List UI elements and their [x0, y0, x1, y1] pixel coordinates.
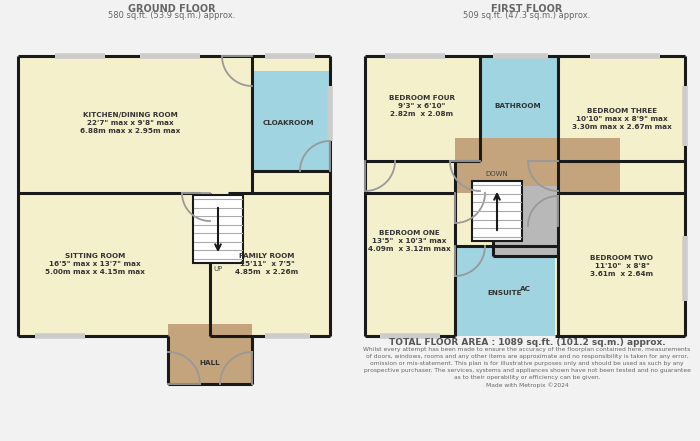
Bar	[365, 56, 480, 161]
Text: BEDROOM THREE
10'10" max x 8'9" max
3.30m max x 2.67m max: BEDROOM THREE 10'10" max x 8'9" max 3.30…	[572, 108, 672, 130]
Text: BATHROOM: BATHROOM	[495, 103, 541, 109]
Bar	[168, 324, 252, 384]
Bar	[18, 193, 210, 336]
Text: BEDROOM TWO
11'10"  x 8'8"
3.61m  x 2.64m: BEDROOM TWO 11'10" x 8'8" 3.61m x 2.64m	[590, 255, 654, 277]
Bar	[493, 186, 558, 256]
Bar	[18, 56, 330, 193]
Bar	[472, 181, 522, 241]
Bar	[210, 193, 330, 336]
Text: 509 sq.ft. (47.3 sq.m.) approx.: 509 sq.ft. (47.3 sq.m.) approx.	[463, 11, 591, 20]
Text: TOTAL FLOOR AREA : 1089 sq.ft. (101.2 sq.m.) approx.: TOTAL FLOOR AREA : 1089 sq.ft. (101.2 sq…	[389, 338, 665, 347]
Text: AC: AC	[519, 286, 531, 292]
Text: HALL: HALL	[199, 360, 220, 366]
Bar	[455, 138, 620, 193]
Text: SITTING ROOM
16'5" max x 13'7" max
5.00m max x 4.15m max: SITTING ROOM 16'5" max x 13'7" max 5.00m…	[45, 253, 145, 275]
Text: ENSUITE: ENSUITE	[488, 290, 522, 296]
Text: 580 sq.ft. (53.9 sq.m.) approx.: 580 sq.ft. (53.9 sq.m.) approx.	[108, 11, 236, 20]
Text: FIRST FLOOR: FIRST FLOOR	[491, 4, 563, 14]
Text: FAMILY ROOM
15'11"  x 7'5"
4.85m  x 2.26m: FAMILY ROOM 15'11" x 7'5" 4.85m x 2.26m	[235, 253, 299, 275]
Text: KITCHEN/DINING ROOM
22'7" max x 9'8" max
6.88m max x 2.95m max: KITCHEN/DINING ROOM 22'7" max x 9'8" max…	[80, 112, 180, 134]
Bar	[365, 161, 493, 336]
Bar	[252, 71, 330, 171]
Text: BEDROOM FOUR
9'3" x 6'10"
2.82m  x 2.08m: BEDROOM FOUR 9'3" x 6'10" 2.82m x 2.08m	[389, 95, 455, 117]
Bar	[193, 195, 243, 263]
Text: BEDROOM ONE
13'5"  x 10'3" max
4.09m  x 3.12m max: BEDROOM ONE 13'5" x 10'3" max 4.09m x 3.…	[368, 230, 450, 252]
Bar	[480, 56, 558, 161]
Bar	[555, 193, 685, 336]
Text: Whilst every attempt has been made to ensure the accuracy of the floorplan conta: Whilst every attempt has been made to en…	[363, 347, 691, 388]
Text: UP: UP	[214, 266, 223, 272]
Text: GROUND FLOOR: GROUND FLOOR	[128, 4, 216, 14]
Text: DOWN: DOWN	[486, 171, 508, 177]
Text: CLOAKROOM: CLOAKROOM	[262, 120, 314, 126]
Bar	[455, 246, 558, 336]
Bar	[558, 56, 685, 193]
